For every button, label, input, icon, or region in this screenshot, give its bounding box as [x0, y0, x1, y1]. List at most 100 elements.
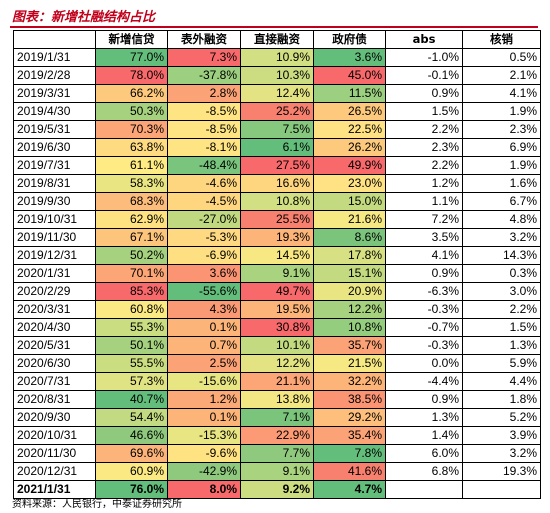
cell-date: 2020/7/31	[13, 372, 96, 391]
cell-writeoff: 6.7%	[462, 192, 541, 211]
cell-new-credit: 50.1%	[95, 336, 168, 355]
cell-off-balance: 0.7%	[167, 336, 241, 355]
title-rule	[10, 26, 538, 28]
cell-direct-financing: 9.2%	[240, 480, 314, 499]
cell-abs: 4.1%	[385, 246, 463, 265]
cell-government-bonds: 22.5%	[313, 120, 386, 139]
cell-direct-financing: 25.5%	[240, 210, 314, 229]
cell-writeoff: 5.9%	[462, 354, 541, 373]
cell-abs: 7.2%	[385, 210, 463, 229]
cell-writeoff: 3.2%	[462, 444, 541, 463]
cell-writeoff: 4.1%	[462, 84, 541, 103]
cell-government-bonds: 11.5%	[313, 84, 386, 103]
cell-new-credit: 63.8%	[95, 138, 168, 157]
table-row: 2020/5/31 50.1% 0.7% 10.1% 35.7% -0.3% 1.3%	[13, 336, 541, 355]
cell-writeoff: 0.3%	[462, 264, 541, 283]
cell-direct-financing: 14.5%	[240, 246, 314, 265]
cell-government-bonds: 45.0%	[313, 66, 386, 85]
table-body: 2019/1/31 77.0% 7.3% 10.9% 3.6% -1.0% 0.5% 2019…	[13, 48, 541, 499]
cell-abs: -0.3%	[385, 336, 463, 355]
table-row: 2020/7/31 57.3% -15.6% 21.1% 32.2% -4.4% 4.4%	[13, 372, 541, 391]
cell-new-credit: 57.3%	[95, 372, 168, 391]
table-row: 2020/8/31 40.7% 1.2% 13.8% 38.5% 0.9% 1.8%	[13, 390, 541, 409]
cell-new-credit: 60.9%	[95, 462, 168, 481]
cell-date: 2019/5/31	[13, 120, 96, 139]
cell-off-balance: -15.3%	[167, 426, 241, 445]
cell-direct-financing: 19.3%	[240, 228, 314, 247]
table-row: 2020/4/30 55.3% 0.1% 30.8% 10.8% -0.7% 1.5%	[13, 318, 541, 337]
cell-government-bonds: 4.7%	[313, 480, 386, 499]
cell-direct-financing: 22.9%	[240, 426, 314, 445]
cell-government-bonds: 21.5%	[313, 354, 386, 373]
cell-writeoff	[462, 480, 541, 499]
header-row: 新增信贷 表外融资 直接融资 政府债 abs 核销	[13, 30, 541, 49]
cell-date: 2019/7/31	[13, 156, 96, 175]
chart-title: 图表：新增社融结构占比	[12, 10, 156, 25]
cell-abs: 0.9%	[385, 84, 463, 103]
cell-abs: -0.7%	[385, 318, 463, 337]
cell-writeoff: 1.8%	[462, 390, 541, 409]
cell-new-credit: 46.6%	[95, 426, 168, 445]
cell-writeoff: 2.2%	[462, 300, 541, 319]
cell-new-credit: 40.7%	[95, 390, 168, 409]
source-note: 资料来源：人民银行，中泰证券研究所	[12, 499, 182, 510]
cell-direct-financing: 12.4%	[240, 84, 314, 103]
cell-off-balance: 2.8%	[167, 84, 241, 103]
cell-government-bonds: 32.2%	[313, 372, 386, 391]
cell-government-bonds: 3.6%	[313, 48, 386, 67]
table-row: 2019/8/31 58.3% -4.6% 16.6% 23.0% 1.2% 1.6%	[13, 174, 541, 193]
cell-writeoff: 4.4%	[462, 372, 541, 391]
cell-government-bonds: 8.6%	[313, 228, 386, 247]
cell-direct-financing: 13.8%	[240, 390, 314, 409]
cell-date: 2019/1/31	[13, 48, 96, 67]
cell-direct-financing: 7.1%	[240, 408, 314, 427]
cell-writeoff: 1.9%	[462, 156, 541, 175]
cell-off-balance: -8.5%	[167, 120, 241, 139]
cell-date: 2019/12/31	[13, 246, 96, 265]
cell-new-credit: 85.3%	[95, 282, 168, 301]
table-row: 2019/3/31 66.2% 2.8% 12.4% 11.5% 0.9% 4.1%	[13, 84, 541, 103]
cell-new-credit: 76.0%	[95, 480, 168, 499]
table-row: 2020/1/31 70.1% 3.6% 9.1% 15.1% 0.9% 0.3%	[13, 264, 541, 283]
table-row: 2020/6/30 55.5% 2.5% 12.2% 21.5% 0.0% 5.9%	[13, 354, 541, 373]
cell-abs: -4.4%	[385, 372, 463, 391]
table-row: 2019/7/31 61.1% -48.4% 27.5% 49.9% 2.2% 1.9%	[13, 156, 541, 175]
cell-off-balance: -8.5%	[167, 102, 241, 121]
cell-abs: 3.5%	[385, 228, 463, 247]
cell-date: 2019/2/28	[13, 66, 96, 85]
cell-date: 2020/8/31	[13, 390, 96, 409]
cell-government-bonds: 26.5%	[313, 102, 386, 121]
cell-new-credit: 60.8%	[95, 300, 168, 319]
cell-abs: 1.2%	[385, 174, 463, 193]
cell-direct-financing: 10.8%	[240, 192, 314, 211]
cell-writeoff: 1.9%	[462, 102, 541, 121]
table-row: 2019/12/31 50.2% -6.9% 14.5% 17.8% 4.1% 14.3%	[13, 246, 541, 265]
cell-off-balance: -37.8%	[167, 66, 241, 85]
cell-abs: 2.2%	[385, 120, 463, 139]
cell-abs	[385, 480, 463, 499]
cell-date: 2020/1/31	[13, 264, 96, 283]
header-government-bonds: 政府债	[313, 30, 386, 49]
table-row: 2019/6/30 63.8% -8.1% 6.1% 26.2% 2.3% 6.9%	[13, 138, 541, 157]
cell-direct-financing: 9.1%	[240, 264, 314, 283]
cell-date: 2020/4/30	[13, 318, 96, 337]
cell-date: 2019/11/30	[13, 228, 96, 247]
cell-off-balance: -6.9%	[167, 246, 241, 265]
cell-abs: 6.8%	[385, 462, 463, 481]
cell-off-balance: -27.0%	[167, 210, 241, 229]
cell-abs: -6.3%	[385, 282, 463, 301]
cell-writeoff: 3.0%	[462, 282, 541, 301]
cell-government-bonds: 17.8%	[313, 246, 386, 265]
cell-off-balance: 4.3%	[167, 300, 241, 319]
cell-new-credit: 70.1%	[95, 264, 168, 283]
cell-abs: 1.4%	[385, 426, 463, 445]
cell-abs: -0.1%	[385, 66, 463, 85]
header-off-balance: 表外融资	[167, 30, 241, 49]
table-row: 2020/10/31 46.6% -15.3% 22.9% 35.4% 1.4% 3.9%	[13, 426, 541, 445]
cell-new-credit: 66.2%	[95, 84, 168, 103]
cell-new-credit: 69.6%	[95, 444, 168, 463]
cell-government-bonds: 23.0%	[313, 174, 386, 193]
cell-off-balance: 0.1%	[167, 318, 241, 337]
cell-date: 2020/5/31	[13, 336, 96, 355]
cell-direct-financing: 12.2%	[240, 354, 314, 373]
